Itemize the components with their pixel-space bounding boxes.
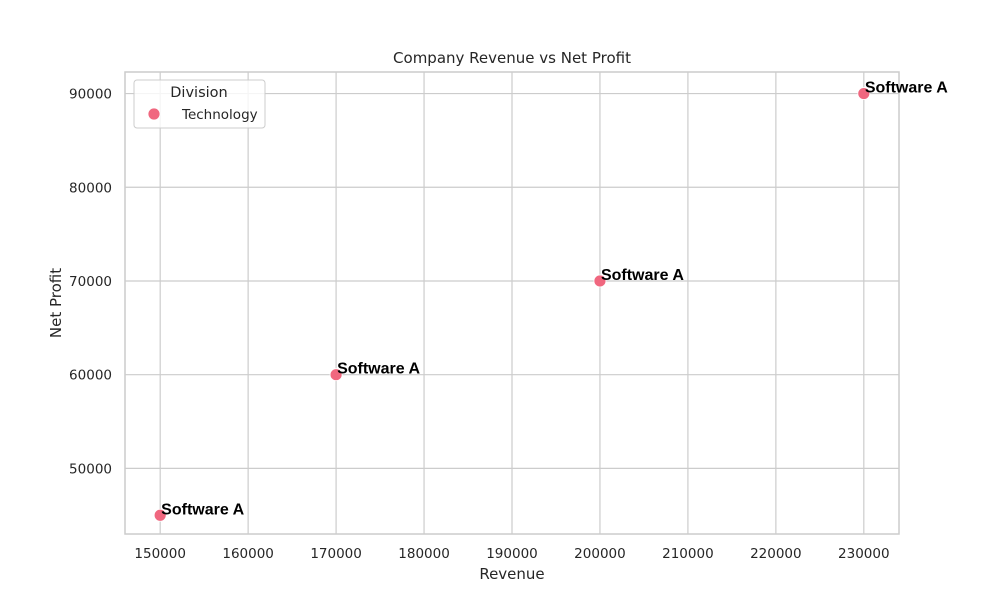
y-axis-ticks: 50000 60000 70000 80000 90000 [69, 87, 112, 478]
data-point [857, 87, 871, 100]
x-axis-ticks: 150000 160000 170000 180000 190000 200000 2100… [134, 546, 889, 562]
x-tick-label: 160000 [222, 546, 274, 562]
plot-area-frame [124, 71, 900, 535]
x-tick-label: 170000 [310, 546, 362, 562]
data-point-label: Software A [337, 361, 420, 378]
x-tick-label: 150000 [134, 546, 186, 562]
data-point-labels: Software A Software A Software A Software A [161, 80, 948, 519]
x-tick-label: 190000 [486, 546, 538, 562]
x-axis-label: Revenue [479, 565, 544, 583]
y-tick-label: 60000 [69, 368, 112, 384]
y-tick-label: 50000 [69, 461, 112, 477]
y-tick-label: 70000 [69, 274, 112, 290]
legend-entry-technology: Technology [181, 107, 258, 123]
y-tick-label: 90000 [69, 87, 112, 103]
x-tick-label: 200000 [574, 546, 626, 562]
y-tick-label: 80000 [69, 180, 112, 196]
data-point [593, 274, 607, 288]
legend-box [133, 79, 266, 129]
legend-title: Division [170, 85, 227, 101]
data-point [153, 508, 167, 522]
data-point-label: Software A [601, 267, 684, 284]
data-point-label: Software A [865, 80, 948, 97]
x-tick-label: 230000 [838, 546, 890, 562]
chart-title: Company Revenue vs Net Profit [393, 49, 631, 67]
data-points [153, 87, 871, 522]
x-tick-label: 210000 [662, 546, 714, 562]
y-axis-label: Net Profit [47, 268, 65, 338]
x-tick-label: 220000 [750, 546, 802, 562]
legend: Division Technology [133, 79, 266, 129]
data-point [329, 368, 343, 382]
legend-marker-technology [147, 107, 161, 121]
data-point-label: Software A [161, 501, 244, 518]
gridlines [125, 72, 899, 534]
x-tick-label: 180000 [398, 546, 450, 562]
